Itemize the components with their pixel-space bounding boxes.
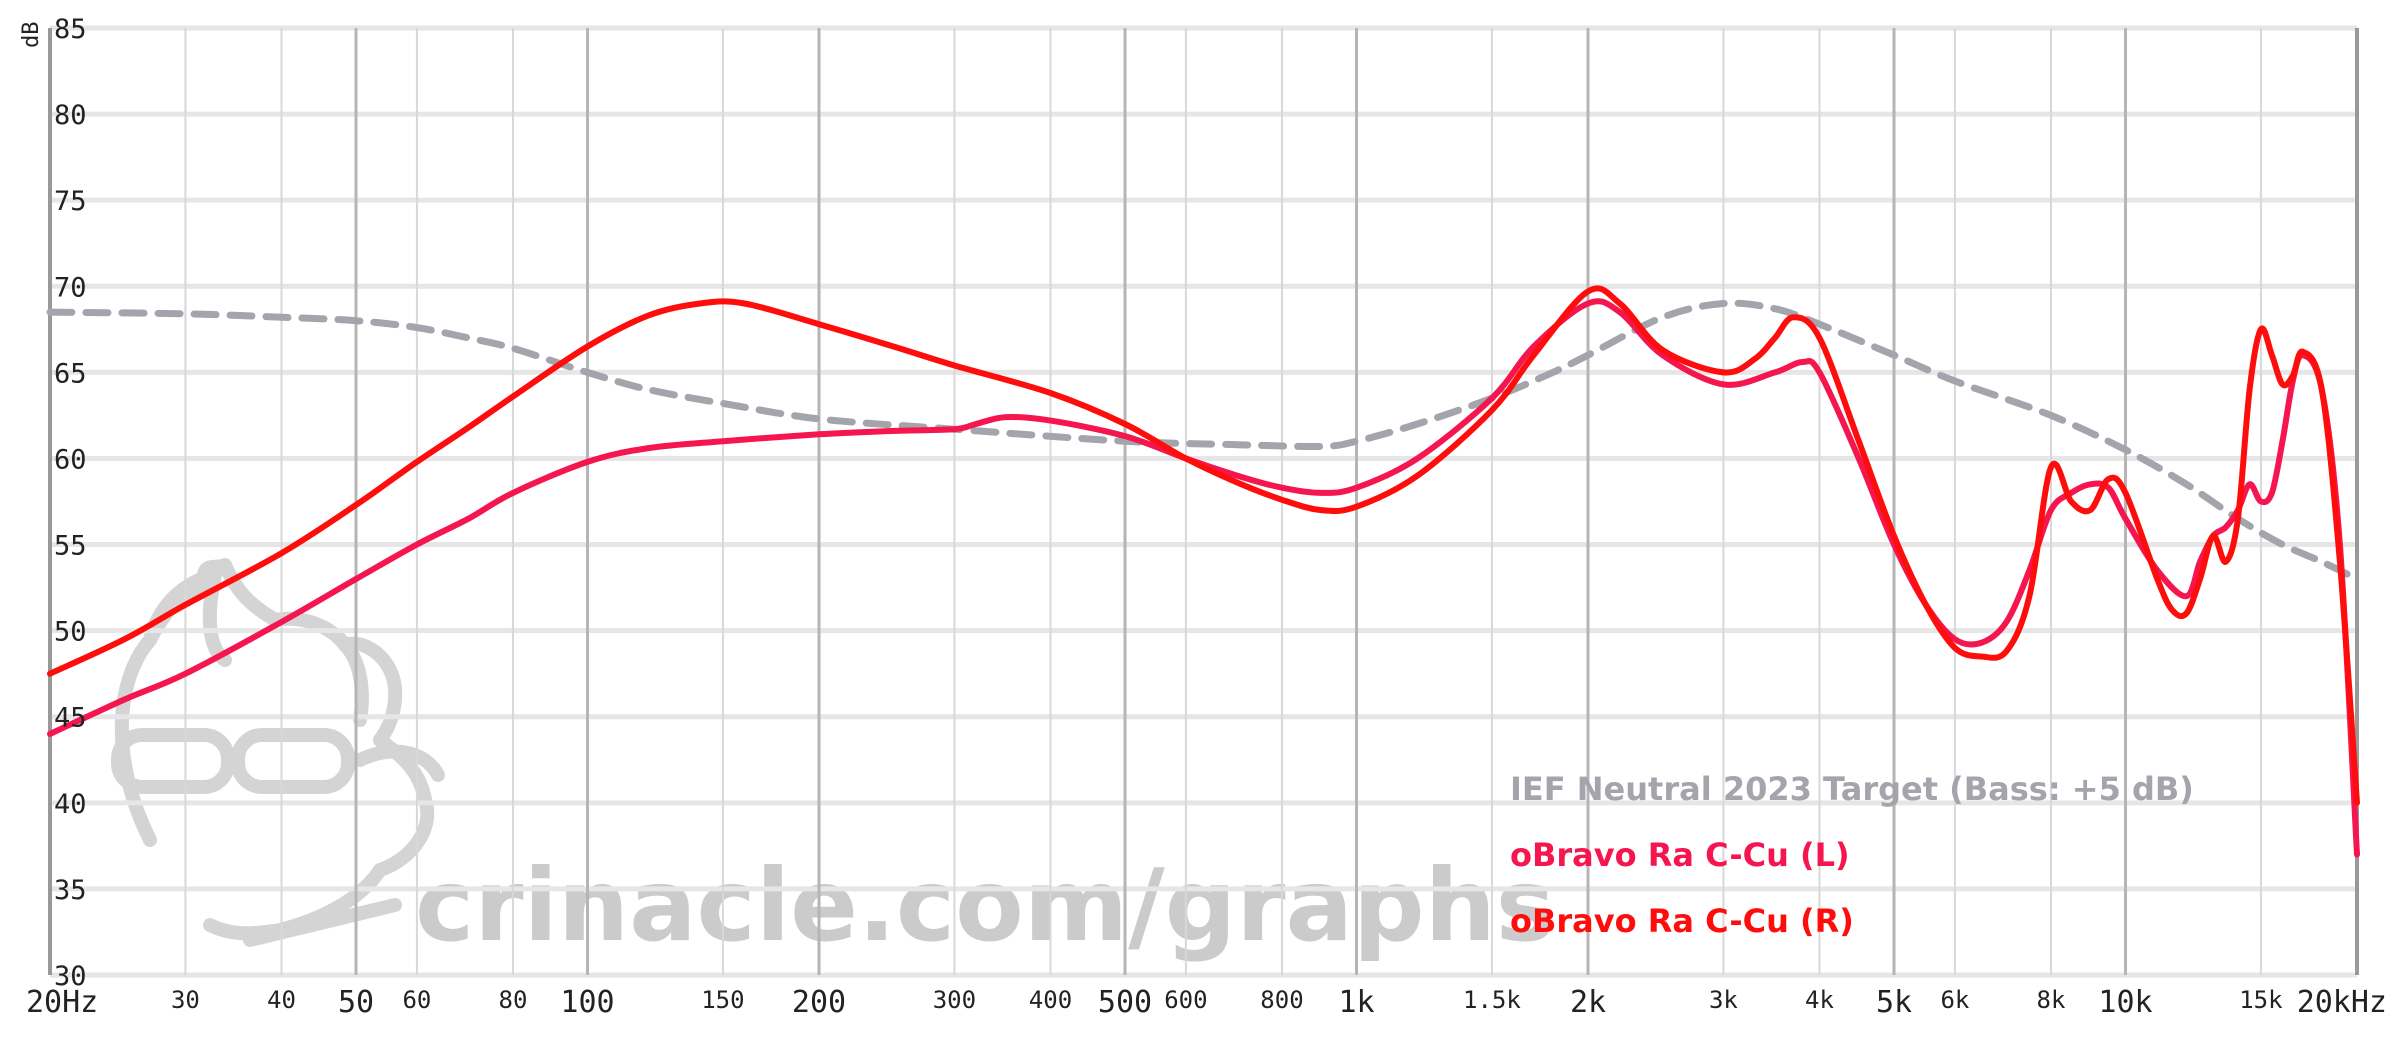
- legend: IEF Neutral 2023 Target (Bass: +5 dB) oBr…: [1510, 770, 2194, 940]
- y-tick-label: 35: [54, 875, 87, 906]
- y-tick-label: 30: [54, 961, 87, 992]
- y-axis-label: dB: [19, 22, 44, 49]
- x-tick-label: 2k: [1570, 985, 1606, 1020]
- x-tick-label: 50: [338, 985, 374, 1020]
- x-tick-label: 3k: [1709, 986, 1738, 1014]
- watermark: crinacle.com/graphs: [111, 558, 1555, 964]
- x-tick-label: 40: [267, 986, 296, 1014]
- x-tick-label: 8k: [2037, 986, 2066, 1014]
- x-tick-label: 500: [1098, 985, 1152, 1020]
- series-layer: [46, 285, 2361, 858]
- legend-entry-0[interactable]: IEF Neutral 2023 Target (Bass: +5 dB): [1510, 770, 2194, 808]
- x-tick-label: 600: [1164, 986, 1207, 1014]
- x-tick-label: 1.5k: [1463, 986, 1521, 1014]
- y-tick-label: 85: [54, 14, 87, 45]
- y-tick-label: 65: [54, 358, 87, 389]
- x-tick-label: 10k: [2098, 985, 2152, 1020]
- series-line-2: [47, 285, 2360, 806]
- x-tick-label: 100: [560, 985, 614, 1020]
- y-tick-label: 60: [54, 444, 87, 475]
- crinacle-mascot-logo: [111, 558, 445, 947]
- x-tick-label: 150: [701, 986, 744, 1014]
- legend-entry-2[interactable]: oBravo Ra C-Cu (R): [1510, 902, 1854, 940]
- y-tick-label: 75: [54, 186, 87, 217]
- x-tick-label: 20Hz: [26, 985, 98, 1020]
- y-tick-label: 70: [54, 272, 87, 303]
- x-tick-label: 15k: [2239, 986, 2283, 1014]
- x-tick-label: 20kHz: [2297, 985, 2387, 1020]
- x-tick-label: 6k: [1940, 986, 1969, 1014]
- watermark-text: crinacle.com/graphs: [415, 847, 1555, 964]
- x-tick-label: 800: [1260, 986, 1303, 1014]
- y-tick-label: 45: [54, 703, 87, 734]
- x-tick-label: 5k: [1876, 985, 1912, 1020]
- x-tick-label: 1k: [1338, 985, 1374, 1020]
- y-tick-label: 55: [54, 531, 87, 562]
- y-tick-label: 40: [54, 789, 87, 820]
- x-tick-label: 30: [171, 986, 200, 1014]
- x-tick-label: 4k: [1805, 986, 1834, 1014]
- grid: [48, 25, 2359, 978]
- x-tick-label: 300: [933, 986, 976, 1014]
- x-tick-label: 400: [1029, 986, 1072, 1014]
- y-tick-label: 50: [54, 617, 87, 648]
- series-line-0: [46, 299, 2361, 583]
- x-tick-label: 200: [792, 985, 846, 1020]
- y-tick-label: 80: [54, 100, 87, 131]
- x-tick-label: 80: [499, 986, 528, 1014]
- legend-entry-1[interactable]: oBravo Ra C-Cu (L): [1510, 836, 1850, 874]
- x-tick-label: 60: [402, 986, 431, 1014]
